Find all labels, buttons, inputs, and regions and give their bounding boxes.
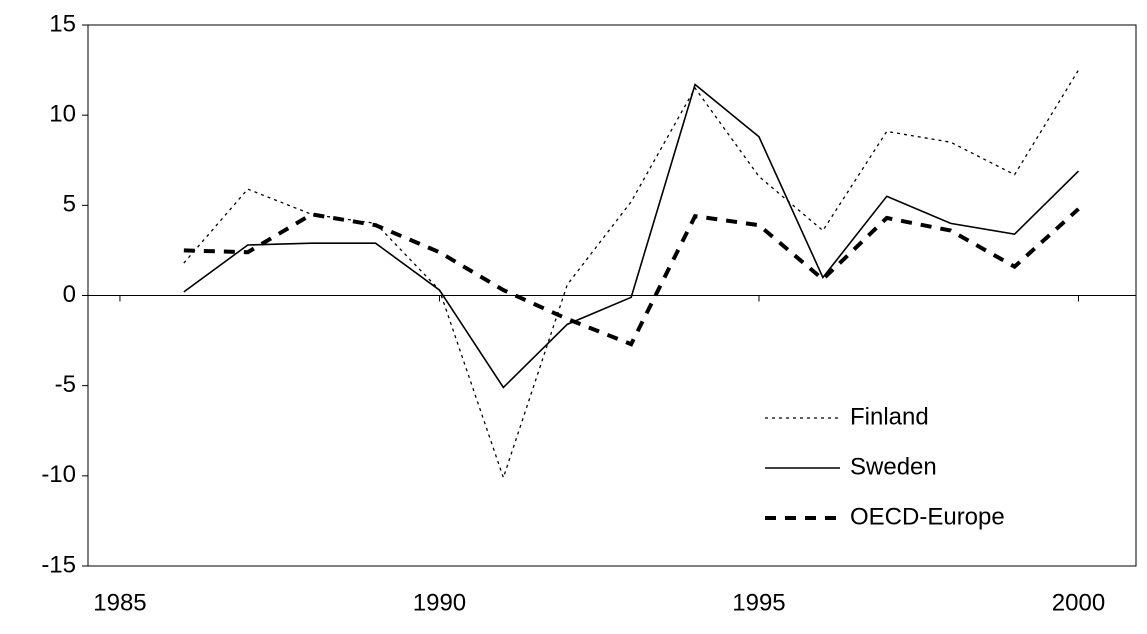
x-tick-label: 2000	[1052, 589, 1105, 616]
series-line	[183, 207, 1080, 347]
x-tick-label: 1990	[413, 589, 466, 616]
legend-label: Finland	[850, 403, 929, 430]
y-tick-label: -5	[55, 371, 76, 398]
y-tick-label: 15	[49, 10, 76, 37]
x-tick-label: 1995	[732, 589, 785, 616]
series-line	[183, 83, 1080, 389]
y-tick-label: 0	[63, 281, 76, 308]
y-tick-label: -10	[41, 461, 76, 488]
y-tick-label: -15	[41, 551, 76, 578]
legend-label: OECD-Europe	[850, 503, 1005, 530]
x-tick-label: 1985	[93, 589, 146, 616]
legend-label: Sweden	[850, 453, 937, 480]
y-tick-label: 10	[49, 101, 76, 128]
y-tick-label: 5	[63, 191, 76, 218]
series-line	[183, 69, 1080, 480]
